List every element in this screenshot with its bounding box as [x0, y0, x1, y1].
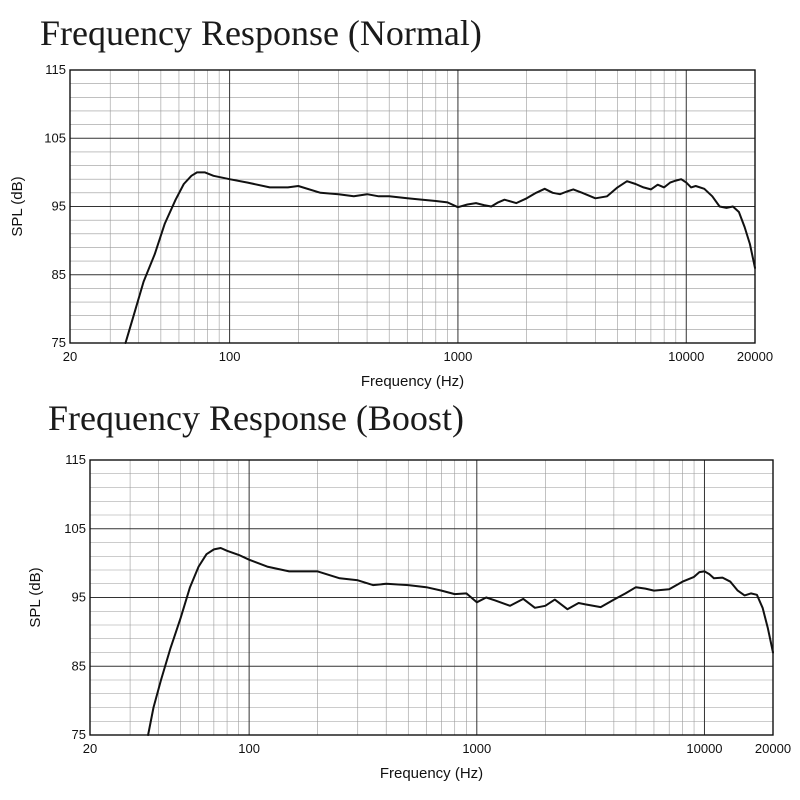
series-line	[147, 547, 774, 736]
y-tick-label: 105	[64, 521, 86, 536]
y-tick-label: 105	[44, 130, 66, 145]
x-tick-label: 100	[219, 349, 241, 364]
y-axis-label: SPL (dB)	[9, 176, 26, 236]
series-line	[124, 171, 756, 344]
x-tick-label: 100	[238, 741, 260, 756]
x-tick-label: 1000	[443, 349, 472, 364]
y-axis-label: SPL (dB)	[27, 567, 44, 627]
plot-frame	[69, 69, 756, 344]
y-tick-label: 85	[52, 267, 66, 282]
x-tick-label: 20000	[755, 741, 791, 756]
chart-title-normal: Frequency Response (Normal)	[40, 13, 482, 53]
chart-title-boost: Frequency Response (Boost)	[48, 398, 464, 438]
x-tick-label: 20	[63, 349, 77, 364]
chart-1: 75 85 95 105 115 20 100 1000 10000 20000 Frequency…	[27, 452, 791, 782]
chart-0: 75 85 95 105 115 20 100 1000 10000 20000 Frequency…	[9, 62, 773, 390]
plot-frame	[89, 459, 774, 736]
x-tick-label: 1000	[462, 741, 491, 756]
x-tick-label: 10000	[686, 741, 722, 756]
y-tick-label: 95	[52, 199, 66, 214]
y-tick-label: 75	[72, 727, 86, 742]
x-axis-label: Frequency (Hz)	[361, 373, 464, 390]
x-tick-label: 10000	[668, 349, 704, 364]
y-tick-label: 85	[72, 658, 86, 673]
y-tick-label: 115	[65, 452, 86, 467]
x-axis-label: Frequency (Hz)	[380, 765, 483, 782]
y-tick-label: 115	[45, 62, 66, 77]
y-tick-label: 75	[52, 335, 66, 350]
x-tick-label: 20	[83, 741, 97, 756]
y-tick-label: 95	[72, 590, 86, 605]
x-tick-label: 20000	[737, 349, 773, 364]
